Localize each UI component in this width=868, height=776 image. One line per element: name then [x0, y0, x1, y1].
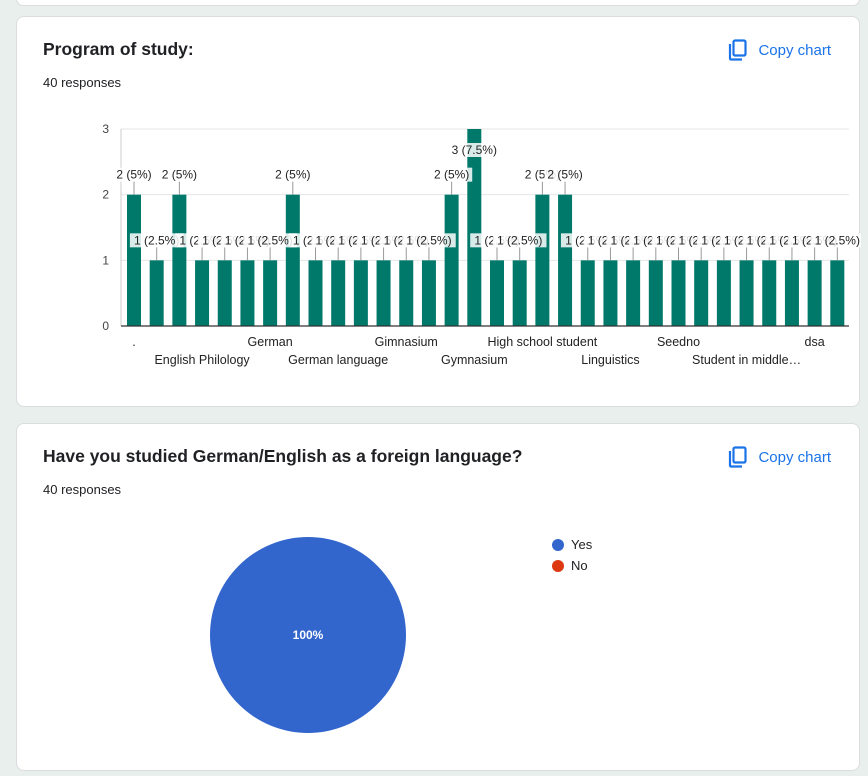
y-tick-label: 2 [102, 188, 109, 202]
question-title: Program of study: [43, 39, 194, 59]
bar[interactable] [535, 194, 550, 326]
pie-slice[interactable] [210, 537, 406, 733]
copy-icon [728, 446, 748, 468]
category-label: Gimnasium [375, 335, 438, 349]
legend-item-yes[interactable]: Yes [552, 534, 592, 555]
category-label: German [248, 335, 293, 349]
bar[interactable] [626, 260, 641, 326]
legend-label-yes: Yes [571, 537, 593, 552]
bar[interactable] [195, 260, 210, 326]
bar[interactable] [421, 260, 436, 326]
bar[interactable] [331, 260, 346, 326]
legend-label-no: No [571, 558, 588, 573]
bar[interactable] [149, 260, 164, 326]
pie-legend: Yes No [552, 534, 592, 576]
bar[interactable] [285, 194, 300, 326]
bar[interactable] [467, 129, 482, 326]
bar[interactable] [217, 260, 232, 326]
bar[interactable] [240, 260, 255, 326]
data-label-bg [402, 233, 456, 248]
data-label: 2 (5%) [547, 168, 582, 182]
bar[interactable] [807, 260, 822, 326]
question-card-studied-foreign-language: Have you studied German/English as a for… [16, 423, 860, 771]
legend-swatch-yes [552, 538, 564, 551]
category-label: High school student [487, 335, 597, 349]
y-tick-label: 0 [102, 319, 109, 333]
copy-chart-button[interactable]: Copy chart [728, 446, 831, 468]
bar[interactable] [399, 260, 414, 326]
data-label-bg [492, 233, 547, 248]
bar[interactable] [558, 194, 573, 326]
category-label: . [132, 335, 135, 349]
legend-swatch-no [552, 559, 564, 572]
bar[interactable] [784, 260, 799, 326]
bar[interactable] [512, 260, 527, 326]
bar[interactable] [376, 260, 391, 326]
data-label-bg [431, 167, 473, 182]
bar[interactable] [308, 260, 323, 326]
data-label: 1 (2.5%) [134, 233, 179, 247]
legend-item-no[interactable]: No [552, 555, 592, 576]
pie-chart: 100% [210, 537, 406, 733]
previous-card-edge [16, 0, 860, 6]
data-label: 2 (5%) [434, 168, 469, 182]
response-count: 40 responses [43, 75, 122, 90]
data-label: 1 (2.5%) [815, 233, 860, 247]
bar[interactable] [762, 260, 777, 326]
question-title: Have you studied German/English as a for… [43, 446, 523, 466]
bar[interactable] [127, 194, 141, 326]
bar[interactable] [648, 260, 663, 326]
category-label: Student in middle… [692, 353, 801, 367]
copy-chart-label: Copy chart [758, 41, 831, 59]
response-count: 40 responses [43, 482, 122, 497]
data-label: 1 (2.5%) [497, 233, 542, 247]
data-label: 1 (2.5%) [247, 233, 292, 247]
bar-chart: 0 1 2 3 2 (5%) 1 (2.5%) 2 (5%) 1 (2.5%) 1 (2.5%)… [102, 122, 861, 367]
bar[interactable] [172, 194, 187, 326]
copy-chart-label: Copy chart [758, 448, 831, 466]
bar[interactable] [694, 260, 709, 326]
data-label-bg [544, 167, 586, 182]
y-tick-label: 3 [102, 122, 109, 136]
category-label: Seedno [657, 335, 700, 349]
bar[interactable] [444, 194, 459, 326]
data-label: 1 (2.5%) [406, 233, 451, 247]
bar[interactable] [353, 260, 368, 326]
category-label: dsa [805, 335, 825, 349]
data-label-bg [158, 167, 200, 182]
bar[interactable] [830, 260, 845, 326]
copy-chart-button[interactable]: Copy chart [728, 39, 831, 61]
category-label: Linguistics [581, 353, 639, 367]
data-label: 2 (5%) [116, 168, 151, 182]
bar[interactable] [490, 260, 504, 326]
question-card-program-of-study: Program of study: 40 responses Copy char… [16, 16, 861, 407]
data-label: 2 (5%) [275, 168, 310, 182]
data-label: 2 (5%) [162, 168, 197, 182]
data-label-bg [810, 233, 861, 248]
data-label-bg [243, 233, 297, 248]
data-label: 3 (7.5%) [452, 143, 497, 157]
y-tick-label: 1 [102, 253, 109, 267]
copy-icon [728, 39, 748, 61]
data-label-bg [272, 167, 314, 182]
bar[interactable] [603, 260, 618, 326]
bar[interactable] [263, 260, 278, 326]
category-label: Gymnasium [441, 353, 508, 367]
data-label-bg [129, 233, 184, 248]
data-label-bg [113, 167, 155, 182]
bar[interactable] [671, 260, 686, 326]
pie-slice-label: 100% [293, 628, 324, 642]
category-label: English Philology [154, 353, 250, 367]
data-label-bg [447, 143, 502, 157]
bar[interactable] [580, 260, 595, 326]
bar[interactable] [739, 260, 754, 326]
category-label: German language [288, 353, 388, 367]
bar[interactable] [716, 260, 731, 326]
